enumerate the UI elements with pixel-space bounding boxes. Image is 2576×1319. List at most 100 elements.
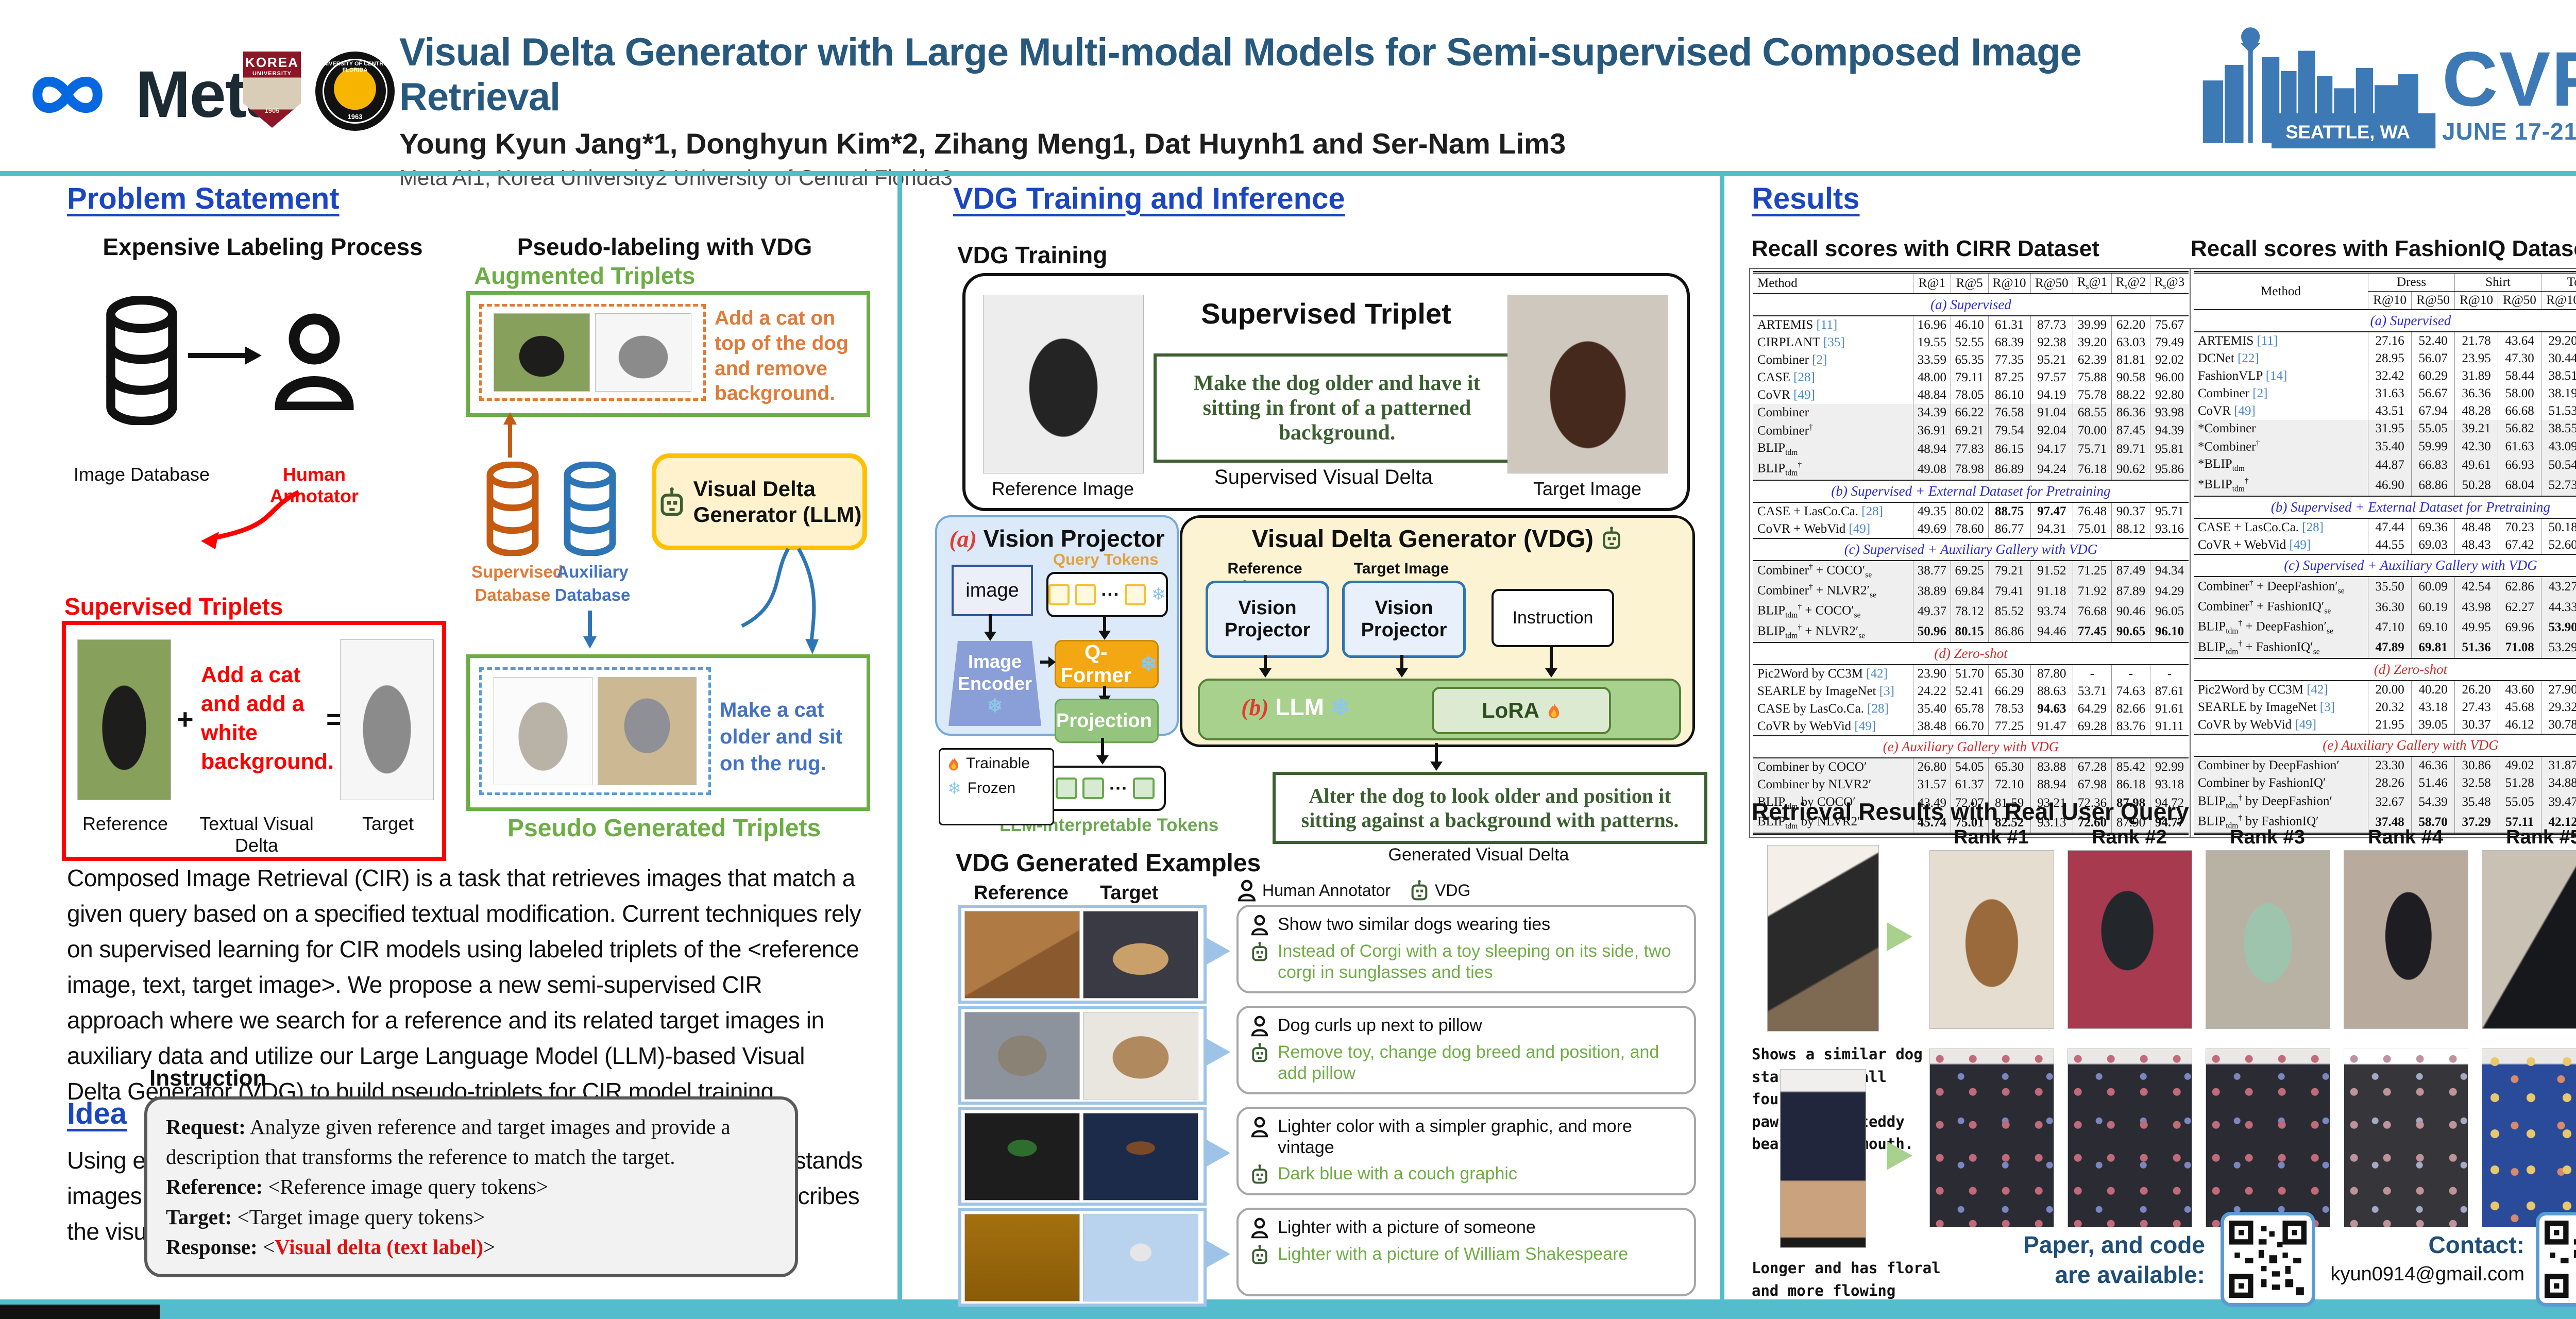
table-section: (c) Supervised + Auxiliary Gallery with … (2194, 553, 2576, 577)
rank-result-image (2482, 850, 2576, 1029)
instruction-line: Target: <Target image query tokens> (166, 1205, 485, 1229)
bottom-bar (0, 1299, 2576, 1319)
table-row: Combiner by FashionIQ′ 28.26 51.46 32.58 51.… (2194, 774, 2576, 792)
image-encoder-box: Image Encoder ❄ (948, 641, 1041, 726)
vdg-vision-projector-2: Vision Projector (1342, 581, 1466, 658)
trainable-icon (1156, 713, 1157, 729)
query-image-dog (1767, 845, 1879, 1031)
example-reference-image (964, 1012, 1080, 1100)
rank-result-image (2482, 1049, 2576, 1227)
frozen-icon: ❄ (1151, 585, 1166, 604)
query-image-dress (1780, 1069, 1866, 1248)
table-row: SEARLE by ImageNet [3] 20.32 43.18 27.43 45.… (2194, 698, 2576, 716)
example-human-text: Show two similar dogs wearing ties (1278, 915, 1551, 934)
table-row: Combiner by NLVR2′ 31.57 61.37 72.10 88.94 67… (1753, 775, 2189, 793)
cvpr-city: SEATTLE, WA (2285, 121, 2410, 142)
example-reference-image (964, 911, 1080, 999)
frozen-icon: ❄ (947, 779, 961, 798)
affiliations: Meta AI1, Korea University2 University o… (399, 165, 953, 190)
legend-frozen: Frozen (967, 780, 1016, 797)
table-row: Combiner [2]31.6356.6736.3658.0038.1962.… (2194, 385, 2576, 402)
table-row: BLIPtdm† + FashionIQ′se 47.89 69.81 51.36 71… (2194, 637, 2576, 658)
table-section: (c) Supervised + Auxiliary Gallery with … (1753, 537, 2189, 561)
generated-delta-box: Alter the dog to look older and position… (1273, 772, 1707, 844)
reference-image (77, 639, 171, 800)
examples-title: VDG Generated Examples (956, 850, 1261, 877)
training-reference-image (983, 295, 1144, 474)
lora-box: LoRA (1432, 687, 1611, 734)
blue-down-arrow (583, 611, 597, 649)
supervised-visual-delta-label: Supervised Visual Delta (1214, 466, 1433, 488)
human-annotator-icon (1250, 914, 1269, 936)
human-annotator-label: Human Annotator (270, 464, 359, 506)
example-pair (958, 1006, 1207, 1105)
legend-trainable: Trainable (966, 755, 1030, 772)
supervised-triplet-title: Supervised Triplet (1201, 297, 1451, 330)
blue-curve-arrows (741, 548, 819, 654)
arrow-right-icon (1207, 1241, 1230, 1267)
table-row: CIRPLANT [35] 19.55 52.55 68.39 92.38 39.20 63… (1753, 334, 2189, 351)
table-section: (b) Supervised + External Dataset for Pr… (2194, 495, 2576, 519)
table-row: SEARLE by ImageNet [3] 24.22 52.41 66.29 88.… (1753, 682, 2189, 700)
section-vdg-training: VDG Training and Inference (953, 182, 1345, 215)
panel-a-tag: (a) (949, 526, 977, 552)
example-target-image (1083, 911, 1198, 999)
vdg-instruction-box: Instruction (1492, 589, 1614, 647)
projection-box: Projection (1055, 699, 1159, 743)
human-annotator-icon (1236, 879, 1257, 902)
example-card: Lighter color with a simpler graphic, an… (1236, 1107, 1696, 1195)
llm-box: (b) LLM ❄ LoRA (1198, 679, 1681, 740)
rank-label: Rank #5 (2506, 826, 2576, 848)
example-pair (958, 1208, 1207, 1307)
table-row: BLIPtdm by NLVR2′ 45.74 75.01 82.52 93.13 72.… (1753, 813, 2189, 834)
table-row: Pic2Word by CC3M [42] 23.90 51.70 65.30 87.8… (1753, 664, 2189, 683)
image-database-label: Image Database (73, 464, 210, 485)
authors: Young Kyun Jang*1, Donghyun Kim*2, Zihan… (399, 127, 1566, 160)
table-section: (e) Auxiliary Gallery with VDG (2194, 733, 2576, 757)
vision-projector-panel: (a) Vision Projector image Query Tokens … (935, 515, 1179, 743)
supervised-triplet-panel: Supervised Triplet Make the dog older an… (962, 273, 1690, 511)
rank-result-image (2344, 850, 2468, 1029)
contact-label: Contact: (2428, 1231, 2524, 1258)
red-curve-arrow (201, 489, 300, 549)
supervised-triplets-label: Supervised Triplets (64, 593, 283, 620)
augmented-triplet-box: Add a cat on top of the dog and remove b… (466, 291, 870, 417)
table-row: CASE [28] 48.00 79.11 87.25 97.57 75.88 90.58 9… (1753, 369, 2189, 386)
vdg-panel-title: Visual Delta Generator (VDG) (1251, 526, 1594, 553)
table-row: CASE by LasCo.Ca. [28] 35.40 65.78 78.53 94.… (1753, 700, 2189, 718)
augmented-target-image (595, 313, 691, 392)
header: Meta KOREA UNIVERSITY 1905 UNIVERSITY OF… (0, 0, 2576, 190)
vdg-box-line2: Generator (LLM) (693, 502, 862, 527)
rank-label: Rank #4 (2368, 826, 2443, 848)
bottom-left-strip (0, 1305, 160, 1319)
pseudo-triplet-box: Make a cat older and sit on the rug. (466, 654, 870, 811)
auxiliary-db-label: Auxiliary Database (554, 562, 631, 604)
rank-label: Rank #2 (2092, 826, 2167, 848)
arrow-llm-delta (1430, 743, 1443, 771)
robot-icon (1250, 1163, 1269, 1185)
table-row: BLIPtdm† by DeepFashion′ 32.67 54.39 35.48 5… (2194, 791, 2576, 813)
table-subheader: R@10R@50R@10R@50R@10R@50 (2194, 291, 2576, 310)
arrow-projection-out (1096, 738, 1109, 765)
korea-logo-year: 1905 (264, 107, 280, 114)
query-arrow-icon (1887, 1141, 1912, 1170)
table-row: BLIPtdm by COCO′ 43.49 72.07 81.59 93.21 72.3… (1753, 793, 2189, 813)
cvpr-word: CVPR (2442, 36, 2576, 122)
arrow-right-icon (188, 346, 262, 365)
table-row: Combiner† + FashionIQ′se 36.30 60.19 43.98 6… (2194, 597, 2576, 618)
rank-result-image (2067, 1049, 2192, 1227)
arrow-qformer-projection (1098, 686, 1111, 705)
column-divider-1 (897, 176, 902, 1299)
rank-label: Rank #3 (2230, 826, 2305, 848)
trainable-icon (947, 756, 960, 771)
llm-tag: (b) (1241, 694, 1269, 720)
supervised-triplet-box: + Add a cat and add a white background. … (62, 621, 446, 861)
table-row: CASE + LasCo.Ca. [28] 47.44 69.36 48.48 70.2… (2194, 518, 2576, 536)
qformer-box: Q-Former ❄ (1055, 640, 1159, 688)
examples-ref-header: Reference (974, 882, 1069, 904)
rank-result-image (2067, 850, 2192, 1029)
paper-code-label: Paper, and code are available: (2023, 1231, 2205, 1288)
table-row: Combiner by DeepFashion′ 23.30 46.36 30.86 4… (2194, 756, 2576, 774)
